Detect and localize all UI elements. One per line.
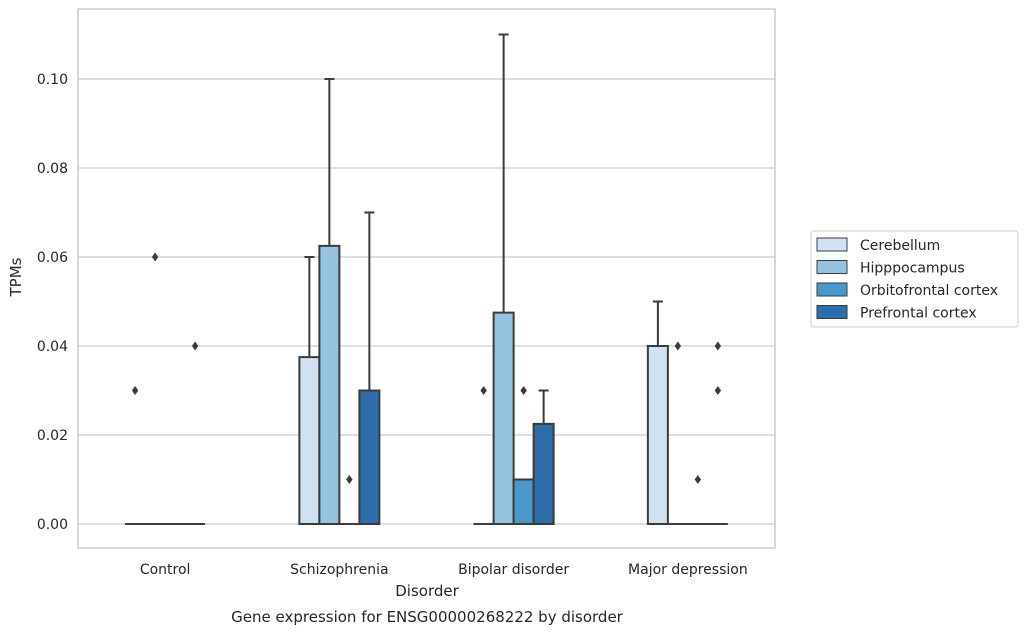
- box-group: [339, 475, 360, 525]
- box-group: [687, 475, 708, 525]
- x-axis-label: Disorder: [395, 582, 459, 600]
- box-group: [512, 386, 535, 525]
- box: [318, 244, 341, 525]
- box: [298, 356, 321, 525]
- outlier-point: [714, 386, 722, 395]
- chart-title: Gene expression for ENSG00000268222 by d…: [231, 608, 624, 626]
- box-group: [667, 341, 688, 525]
- outlier-point: [480, 386, 487, 395]
- box-group: [298, 256, 321, 525]
- y-tick-label: 0.02: [37, 428, 68, 444]
- legend: Cerebellum Hipppocampus Orbitofrontal cort…: [810, 230, 1019, 328]
- box-group: [358, 211, 381, 525]
- x-tick-label: Bipolar disorder: [458, 562, 569, 578]
- y-tick-label: 0.06: [37, 250, 68, 266]
- box: [358, 389, 381, 525]
- legend-swatch: [816, 305, 848, 319]
- box: [512, 478, 535, 525]
- grid-lines: [78, 78, 775, 525]
- x-tick-label: Major depression: [628, 562, 748, 578]
- plot-frame: [77, 8, 776, 549]
- box: [646, 345, 669, 525]
- box-group: [473, 386, 494, 525]
- plot-border: [77, 8, 776, 549]
- outlier-point: [346, 475, 353, 484]
- box-group: [532, 389, 555, 525]
- box: [492, 311, 515, 525]
- box-group: [318, 78, 341, 525]
- box-group: [125, 386, 146, 525]
- legend-frame: [810, 230, 1019, 328]
- x-tick-label: Schizophrenia: [290, 562, 388, 578]
- outlier-point: [151, 252, 159, 262]
- box-group: [492, 33, 515, 525]
- box-group: [707, 341, 728, 525]
- box-group: [185, 341, 206, 525]
- x-tick-label: Control: [140, 562, 191, 578]
- outlier-point: [131, 386, 139, 395]
- box-plots: [125, 33, 728, 525]
- outlier-point: [674, 341, 682, 351]
- legend-label: Prefrontal cortex: [860, 306, 977, 322]
- y-tick-label: 0.00: [37, 517, 68, 533]
- outlier-point: [714, 341, 722, 351]
- legend-label: Orbitofrontal cortex: [860, 283, 998, 299]
- y-axis-ticks: 0.00 0.02 0.04 0.06 0.08 0.10: [37, 72, 68, 533]
- box: [532, 422, 555, 525]
- outlier-point: [520, 386, 527, 395]
- outlier-point: [191, 341, 199, 351]
- legend-swatch: [816, 282, 848, 297]
- outlier-point: [694, 475, 702, 484]
- y-axis-label: TPMs: [7, 257, 25, 297]
- y-tick-label: 0.04: [37, 339, 68, 355]
- box-group: [646, 300, 669, 525]
- legend-swatch: [816, 260, 848, 274]
- y-tick-label: 0.10: [37, 72, 68, 88]
- x-axis-ticks: Control Schizophrenia Bipolar disorder Majo…: [140, 562, 748, 578]
- legend-swatch: [816, 237, 848, 252]
- y-tick-label: 0.08: [37, 161, 68, 177]
- legend-label: Cerebellum: [860, 238, 940, 254]
- box-group: [145, 252, 166, 525]
- legend-label: Hipppocampus: [860, 261, 965, 277]
